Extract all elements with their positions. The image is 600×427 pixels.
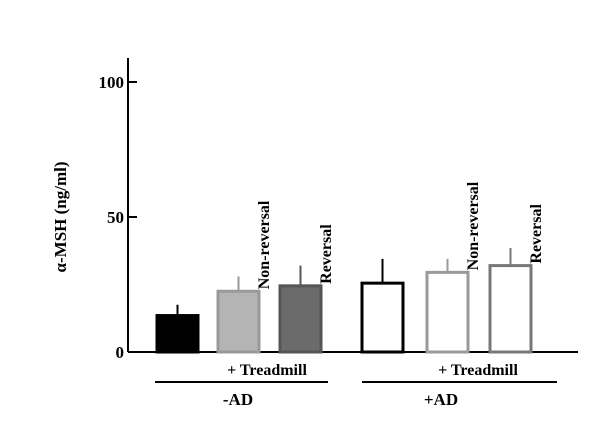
bar-label: Non-reversal [465, 181, 482, 270]
group-label: +AD [424, 390, 458, 409]
y-axis-label: α-MSH (ng/ml) [51, 161, 70, 272]
bar [360, 281, 405, 354]
treadmill-label: + Treadmill [438, 362, 518, 379]
bar [216, 289, 261, 354]
bar-label: Non-reversal [256, 200, 273, 289]
y-tick-label: 100 [99, 73, 125, 92]
bar [155, 314, 200, 354]
y-tick-label: 0 [116, 343, 125, 362]
bars: Non-reversal Reversal Non-reversal Reversal [155, 181, 545, 354]
treadmill-label: + Treadmill [227, 362, 307, 379]
bar [278, 284, 323, 354]
bar [488, 264, 533, 354]
bar [425, 270, 470, 354]
y-tick-label: 50 [107, 208, 124, 227]
group-label: -AD [223, 390, 253, 409]
group-labels: + Treadmill -AD + Treadmill +AD [155, 362, 557, 409]
bar-label: Reversal [528, 204, 545, 264]
bar-label: Reversal [318, 224, 335, 284]
